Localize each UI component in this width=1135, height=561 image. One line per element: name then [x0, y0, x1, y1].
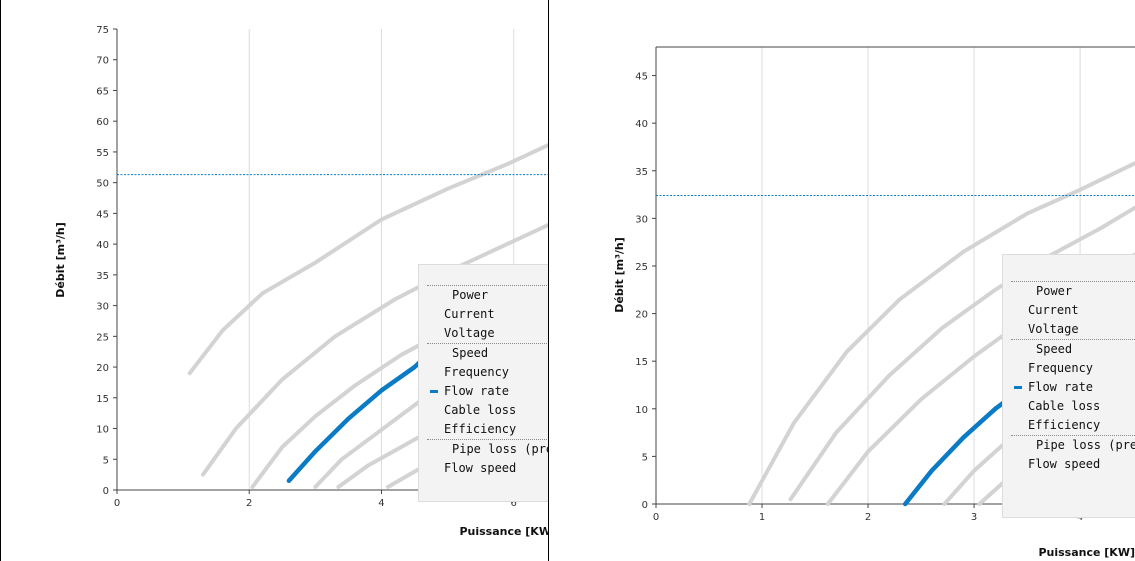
chart-panel-right: 01234051015202530354045Puissance [KW]Déb…	[549, 0, 1135, 561]
y-axis-label: Débit [m³/h]	[613, 237, 626, 313]
legend-item-label: Pipe loss (pressure)	[452, 442, 548, 456]
y-tick-label: 60	[96, 117, 109, 128]
legend-item-flow-speed[interactable]: Flow speed	[419, 459, 548, 478]
legend-item-label: Power	[452, 288, 489, 302]
x-tick-label: 3	[971, 512, 977, 523]
legend-item-cable-loss[interactable]: Cable loss	[1003, 397, 1135, 416]
y-tick-label: 45	[96, 209, 109, 220]
legend-item-frequency[interactable]: Frequency	[1003, 359, 1135, 378]
x-axis-label: Puissance [KW]	[459, 525, 548, 538]
legend-panel-left: Power Current Voltage Speed Frequency Flow ra…	[418, 264, 548, 502]
y-tick-label: 45	[635, 72, 648, 83]
legend-item-label: Voltage	[1028, 322, 1079, 336]
y-tick-label: 50	[96, 179, 109, 190]
x-tick-label: 4	[378, 498, 384, 509]
legend-marker-icon	[430, 390, 438, 393]
y-tick-label: 0	[642, 500, 648, 511]
legend-item-flow-rate[interactable]: Flow rate	[419, 382, 548, 401]
y-tick-label: 10	[96, 425, 109, 436]
x-tick-label: 6	[511, 498, 517, 509]
legend-item-speed[interactable]: Speed	[427, 343, 548, 363]
legend-item-label: Current	[1028, 303, 1079, 317]
x-tick-label: 2	[246, 498, 252, 509]
legend-item-label: Cable loss	[1028, 399, 1101, 413]
y-tick-label: 30	[96, 302, 109, 313]
legend-marker-icon	[1014, 386, 1022, 389]
y-tick-label: 15	[96, 394, 109, 405]
legend-item-label: Efficiency	[444, 422, 517, 436]
legend-item-power[interactable]: Power	[1011, 281, 1135, 301]
y-tick-label: 15	[635, 357, 648, 368]
legend-item-voltage[interactable]: Voltage	[419, 324, 548, 343]
y-tick-label: 25	[635, 262, 648, 273]
legend-item-label: Flow speed	[1028, 457, 1101, 471]
legend-item-label: Frequency	[444, 365, 510, 379]
legend-item-frequency[interactable]: Frequency	[419, 363, 548, 382]
y-tick-label: 55	[96, 148, 109, 159]
y-tick-label: 20	[635, 310, 648, 321]
x-axis-label: Puissance [KW]	[1038, 546, 1135, 559]
legend-item-current[interactable]: Current	[1003, 301, 1135, 320]
legend-item-label: Pipe loss (pressure)	[1036, 438, 1135, 452]
legend-item-pipe-loss-pressure[interactable]: Pipe loss (pressure)	[427, 439, 548, 459]
y-tick-label: 40	[96, 240, 109, 251]
x-tick-label: 1	[759, 512, 765, 523]
legend-item-label: Power	[1036, 284, 1073, 298]
legend-item-label: Frequency	[1028, 361, 1094, 375]
y-tick-label: 20	[96, 363, 109, 374]
legend-item-flow-rate[interactable]: Flow rate	[1003, 378, 1135, 397]
y-tick-label: 10	[635, 405, 648, 416]
legend-item-label: Flow rate	[1028, 380, 1094, 394]
x-tick-label: 0	[114, 498, 120, 509]
legend-item-label: Speed	[452, 346, 489, 360]
legend-item-label: Efficiency	[1028, 418, 1101, 432]
y-tick-label: 5	[642, 452, 648, 463]
flow-rate-curve	[286, 358, 424, 484]
y-tick-label: 5	[103, 455, 109, 466]
legend-item-power[interactable]: Power	[427, 285, 548, 305]
legend-item-label: Cable loss	[444, 403, 517, 417]
legend-item-voltage[interactable]: Voltage	[1003, 320, 1135, 339]
legend-item-label: Flow speed	[444, 461, 517, 475]
legend-item-efficiency[interactable]: Efficiency	[419, 420, 548, 439]
legend-item-label: Speed	[1036, 342, 1073, 356]
legend-item-label: Current	[444, 307, 495, 321]
y-tick-label: 0	[103, 486, 109, 497]
y-tick-label: 40	[635, 119, 648, 130]
legend-item-label: Voltage	[444, 326, 495, 340]
y-tick-label: 35	[96, 271, 109, 282]
y-tick-label: 25	[96, 332, 109, 343]
operating-curve	[187, 142, 548, 376]
panel-divider	[0, 0, 1, 561]
legend-item-speed[interactable]: Speed	[1011, 339, 1135, 359]
operating-curve	[201, 222, 548, 477]
legend-item-pipe-loss-pressure[interactable]: Pipe loss (pressure)	[1011, 435, 1135, 455]
operating-curve	[788, 205, 1135, 502]
legend-item-efficiency[interactable]: Efficiency	[1003, 416, 1135, 435]
y-tick-label: 30	[635, 214, 648, 225]
legend-item-flow-speed[interactable]: Flow speed	[1003, 455, 1135, 474]
chart-panel-left: 0 2 4 6 0 5 10 15 20 25 30 35 40 45 50 55 60 65 70 75 Puissa…	[0, 0, 549, 561]
y-axis-label: Débit [m³/h]	[54, 222, 67, 298]
y-tick-label: 75	[96, 25, 109, 36]
legend-item-label: Flow rate	[444, 384, 510, 398]
y-tick-label: 65	[96, 86, 109, 97]
x-tick-label: 0	[653, 512, 659, 523]
legend-item-current[interactable]: Current	[419, 305, 548, 324]
legend-item-cable-loss[interactable]: Cable loss	[419, 401, 548, 420]
y-tick-label: 70	[96, 56, 109, 67]
operating-curve	[747, 161, 1135, 506]
x-tick-label: 2	[865, 512, 871, 523]
legend-panel-right: Power Current Voltage Speed Frequency Flow ra…	[1002, 254, 1135, 518]
y-tick-label: 35	[635, 167, 648, 178]
